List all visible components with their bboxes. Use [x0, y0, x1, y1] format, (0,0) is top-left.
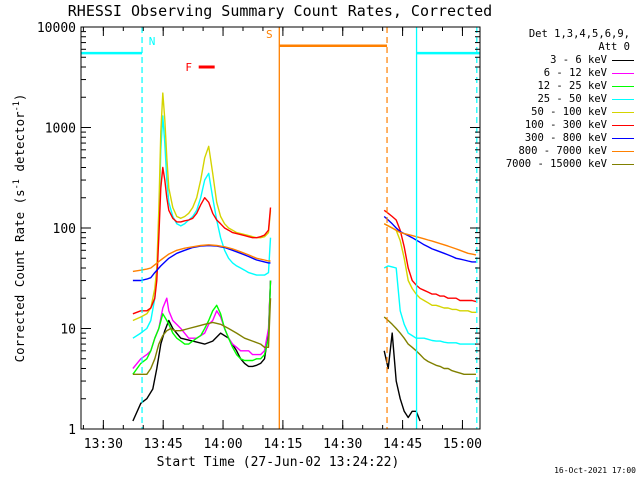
- x-tick-label-1: 13:45: [144, 437, 183, 452]
- y-label-sup-2: -1: [12, 101, 22, 111]
- legend-swatch: [612, 164, 634, 165]
- tick-layer: 1 10 100 1000 10000 13:30 13:45 14:00 14:15 14:30…: [37, 21, 482, 452]
- y-axis-label: Corrected Count Rate (s-1 detector-1): [12, 94, 27, 363]
- legend-entry-label: 300 - 800 keV: [524, 132, 607, 144]
- y-tick-label-0: 1: [68, 423, 76, 438]
- y-label-sup-1: -1: [12, 179, 22, 189]
- legend-entry-label: 6 - 12 keV: [543, 67, 607, 79]
- legend-entry-label: 100 - 300 keV: [524, 119, 607, 131]
- y-label-part-3: ): [12, 94, 27, 102]
- legend-header-line-2: Att 0: [598, 41, 630, 53]
- legend-swatch: [612, 99, 634, 100]
- series-line-800-7000-kev-kev: [132, 223, 477, 273]
- legend-swatch: [612, 73, 634, 74]
- y-tick-label-2: 100: [53, 222, 76, 237]
- legend-entry-300-800-kev-kev: 300 - 800 keV: [484, 132, 634, 145]
- series-line-7000-15000-kev-kev: [132, 298, 476, 375]
- legend-entry-25-50-kev-kev: 25 - 50 keV: [484, 93, 634, 106]
- series-line-50-100-kev-kev: [132, 92, 476, 322]
- annotation-s-label: S: [266, 28, 273, 41]
- legend-entries: 3 - 6 keV 6 - 12 keV 12 - 25 keV 25 - 50 ke…: [484, 54, 634, 171]
- annotation-layer: N S F: [81, 27, 480, 429]
- footer-timestamp: 16-Oct-2021 17:00: [554, 466, 636, 475]
- legend-entry-label: 50 - 100 keV: [531, 106, 607, 118]
- y-label-part-2: detector: [12, 111, 27, 179]
- series-line-12-25-kev-kev: [132, 280, 272, 375]
- legend-entry-7000-15000-kev-kev: 7000 - 15000 keV: [484, 158, 634, 171]
- legend-swatch: [612, 60, 634, 61]
- x-axis-label: Start Time (27-Jun-02 13:24:22): [157, 455, 400, 470]
- legend-entry-label: 25 - 50 keV: [537, 93, 607, 105]
- x-tick-label-2: 14:00: [203, 437, 242, 452]
- y-tick-label-4: 10000: [37, 21, 76, 36]
- y-tick-label-1: 10: [60, 323, 76, 338]
- legend-swatch: [612, 112, 634, 113]
- x-tick-label-4: 14:30: [323, 437, 362, 452]
- legend-entry-3-6-kev-kev: 3 - 6 keV: [484, 54, 634, 67]
- legend-entry-label: 3 - 6 keV: [550, 54, 607, 66]
- series-line-100-300-kev-kev: [132, 166, 477, 315]
- legend-swatch: [612, 125, 634, 126]
- legend-header-line-1: Det 1,3,4,5,6,9,: [528, 28, 630, 40]
- series-line-25-50-kev-kev: [132, 115, 476, 345]
- x-tick-label-5: 14:45: [383, 437, 422, 452]
- series-line-3-6-kev-kev: [132, 280, 421, 422]
- legend-entry-label: 7000 - 15000 keV: [505, 158, 607, 170]
- x-tick-label-0: 13:30: [84, 437, 123, 452]
- y-tick-label-3: 1000: [45, 122, 76, 137]
- chart-title: RHESSI Observing Summary Count Rates, Co…: [68, 2, 492, 20]
- legend-entry-label: 800 - 7000 keV: [518, 145, 607, 157]
- legend-swatch: [612, 151, 634, 152]
- legend-entry-100-300-kev-kev: 100 - 300 keV: [484, 119, 634, 132]
- y-label-part-1: Corrected Count Rate (s: [12, 189, 27, 362]
- legend-entry-12-25-kev-kev: 12 - 25 keV: [484, 80, 634, 93]
- legend: Det 1,3,4,5,6,9, Att 0 3 - 6 keV 6 - 12 k…: [484, 28, 634, 171]
- legend-swatch: [612, 86, 634, 87]
- x-tick-label-3: 14:15: [263, 437, 302, 452]
- series-layer: [132, 92, 477, 422]
- legend-entry-6-12-kev-kev: 6 - 12 keV: [484, 67, 634, 80]
- legend-entry-label: 12 - 25 keV: [537, 80, 607, 92]
- x-tick-label-6: 15:00: [443, 437, 482, 452]
- legend-swatch: [612, 138, 634, 139]
- annotation-f-label: F: [185, 61, 192, 74]
- legend-entry-800-7000-kev-kev: 800 - 7000 keV: [484, 145, 634, 158]
- annotation-n-label: N: [149, 35, 156, 48]
- plot-frame: [80, 26, 481, 430]
- legend-entry-50-100-kev-kev: 50 - 100 keV: [484, 106, 634, 119]
